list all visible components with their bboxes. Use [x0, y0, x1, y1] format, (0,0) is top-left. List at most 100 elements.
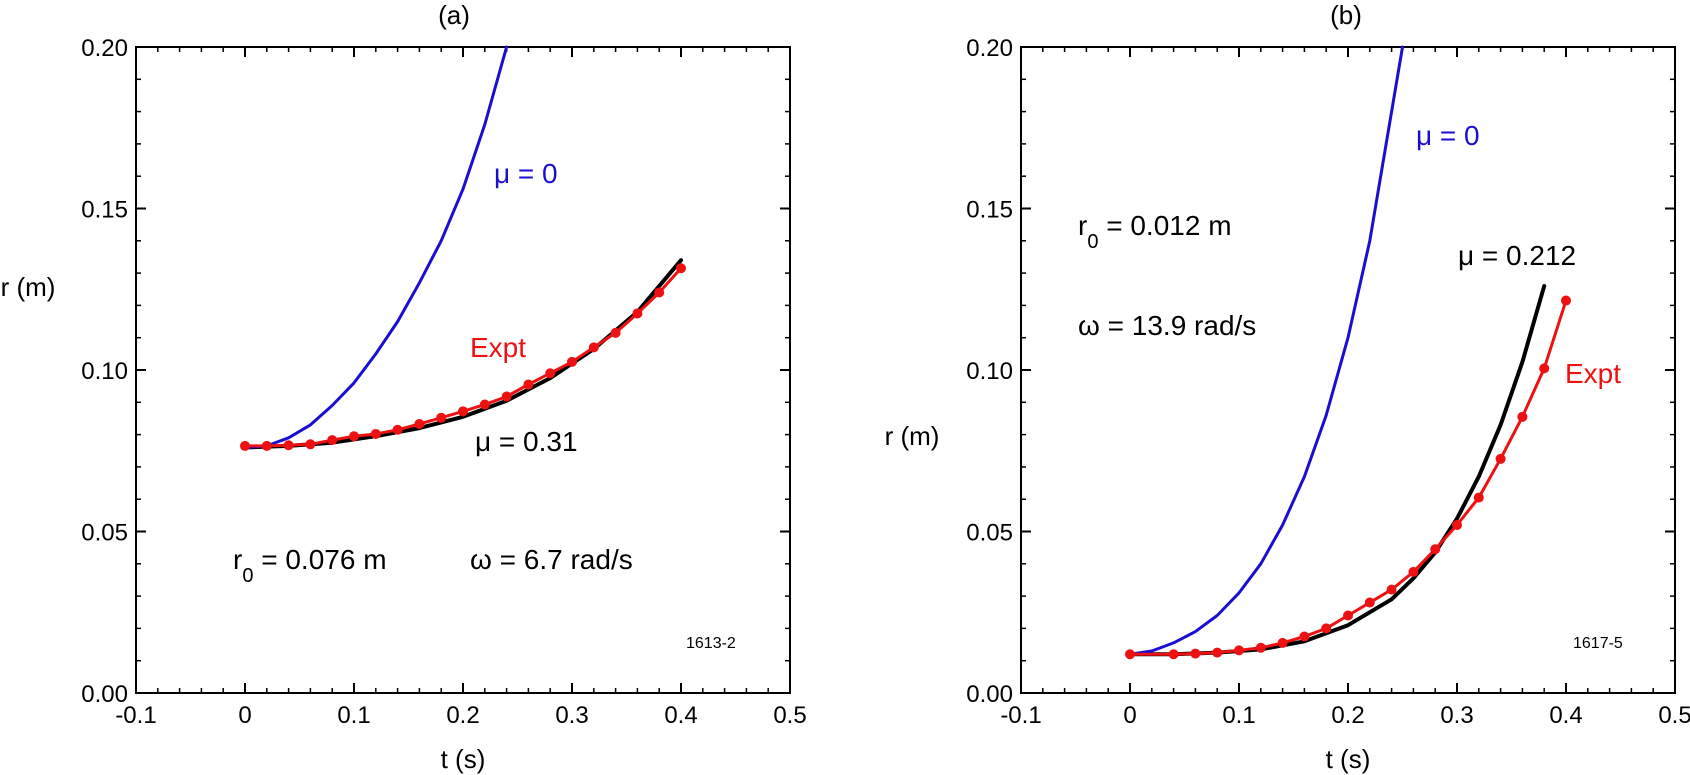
data-point-expt — [1168, 649, 1179, 660]
annotation-expt: Expt — [1565, 358, 1621, 389]
x-tick-label: 0.3 — [555, 702, 588, 729]
annotation-mu-zero: μ = 0 — [494, 158, 558, 189]
tick-labels: -0.1 0 0.1 0.2 0.3 0.4 0.5 0.00 0.05 0.10 0.15 0.20 — [966, 35, 1690, 729]
x-tick-label: 0.4 — [664, 702, 697, 729]
series-line-fit — [1128, 284, 1547, 657]
data-point-expt — [1386, 584, 1397, 595]
data-point-expt — [370, 428, 381, 439]
x-tick-label: 0 — [1123, 702, 1136, 729]
data-point-expt — [1517, 411, 1528, 422]
y-tick-label: 0.05 — [81, 520, 128, 547]
ticks — [1020, 46, 1676, 694]
annotation-omega: ω = 6.7 rad/s — [470, 544, 633, 575]
series-line-expt — [1128, 299, 1568, 656]
y-tick-label: 0.10 — [966, 358, 1013, 385]
data-point-expt — [261, 440, 272, 451]
data-point-expt — [327, 435, 338, 446]
annotation-mu-fit: μ = 0.31 — [475, 426, 578, 457]
x-tick-label: 0 — [238, 702, 251, 729]
data-point-expt — [588, 342, 599, 353]
x-tick-label: 0.5 — [773, 702, 806, 729]
annotation-mu-fit: μ = 0.212 — [1458, 240, 1576, 271]
data-point-expt — [610, 327, 621, 338]
plot-frame — [135, 46, 791, 694]
data-point-expt — [1473, 492, 1484, 503]
y-tick-label: 0.15 — [81, 197, 128, 224]
x-tick-label: 0.1 — [337, 702, 370, 729]
data-point-expt — [676, 263, 686, 274]
panel-a: (a) -0.1 0 0.1 0.2 0.3 0.4 0.5 0.00 0.05 0.10 0.15… — [1, 0, 807, 774]
x-tick-label: 0.2 — [446, 702, 479, 729]
data-point-expt — [349, 431, 359, 442]
data-point-expt — [1190, 648, 1201, 659]
data-point-expt — [632, 308, 643, 319]
data-point-expt — [1343, 610, 1353, 621]
r0-subscript: 0 — [1087, 231, 1098, 253]
data-point-expt — [523, 379, 534, 390]
data-point-expt — [436, 412, 447, 423]
data-point-expt — [1299, 631, 1310, 642]
annotation-omega: ω = 13.9 rad/s — [1078, 310, 1256, 341]
data-point-expt — [479, 399, 490, 410]
x-tick-label: 0.1 — [1222, 702, 1255, 729]
x-axis-label: t (s) — [441, 744, 486, 774]
y-tick-label: 0.10 — [81, 358, 128, 385]
panel-b: (b) -0.1 0 0.1 0.2 0.3 0.4 0.5 0.00 0.05 0.10 0.15… — [885, 0, 1690, 774]
series-line-mu-zero — [243, 45, 509, 449]
y-axis-label: r (m) — [1, 272, 56, 302]
data-point-expt — [414, 418, 425, 429]
series-line-mu-zero — [1128, 45, 1404, 656]
x-tick-label: 0.4 — [1549, 702, 1582, 729]
tick-labels: -0.1 0 0.1 0.2 0.3 0.4 0.5 0.00 0.05 0.10 0.15 0.20 — [81, 35, 806, 729]
data-point-expt — [283, 440, 294, 451]
r0-value: = 0.076 m — [253, 544, 386, 575]
x-tick-label: 0.3 — [1440, 702, 1473, 729]
annotation-r0: r0 = 0.012 m — [1078, 210, 1232, 253]
series-layer — [1125, 45, 1571, 660]
ticks — [135, 46, 791, 694]
y-tick-label: 0.20 — [966, 35, 1013, 62]
data-point-expt — [1495, 453, 1506, 464]
x-axis-label: t (s) — [1326, 744, 1371, 774]
series-line-expt — [243, 266, 683, 448]
r0-value: = 0.012 m — [1098, 210, 1231, 241]
y-tick-label: 0.00 — [966, 681, 1013, 708]
data-point-expt — [1452, 520, 1462, 531]
annotation-expt: Expt — [470, 332, 526, 363]
data-point-expt — [1408, 566, 1419, 577]
data-point-expt — [1561, 295, 1571, 306]
series-layer — [240, 45, 686, 451]
data-point-expt — [545, 368, 556, 379]
data-point-expt — [1430, 544, 1441, 555]
data-point-expt — [654, 287, 665, 298]
figure-code: 1613-2 — [686, 635, 736, 652]
y-axis-label: r (m) — [885, 421, 940, 451]
annotation-mu-zero: μ = 0 — [1416, 120, 1480, 151]
data-point-expt — [567, 356, 577, 367]
y-tick-label: 0.15 — [966, 197, 1013, 224]
figure-code: 1617-5 — [1573, 635, 1623, 652]
data-point-expt — [1277, 637, 1288, 648]
data-point-expt — [1234, 645, 1244, 656]
data-point-expt — [1321, 623, 1332, 634]
data-point-expt — [458, 406, 468, 417]
annotation-r0: r0 = 0.076 m — [233, 544, 387, 587]
x-tick-label: 0.5 — [1658, 702, 1690, 729]
r0-symbol: r — [1078, 210, 1087, 241]
r0-symbol: r — [233, 544, 242, 575]
y-tick-label: 0.05 — [966, 520, 1013, 547]
data-point-expt — [1255, 642, 1266, 653]
data-point-expt — [1125, 649, 1135, 660]
x-tick-label: -0.1 — [1000, 702, 1041, 729]
data-point-expt — [392, 424, 403, 435]
r0-subscript: 0 — [242, 565, 253, 587]
data-point-expt — [1212, 647, 1223, 658]
data-point-expt — [501, 391, 512, 402]
x-tick-label: -0.1 — [115, 702, 156, 729]
panel-label: (a) — [438, 0, 470, 30]
x-tick-label: 0.2 — [1331, 702, 1364, 729]
y-tick-label: 0.00 — [81, 681, 128, 708]
y-tick-label: 0.20 — [81, 35, 128, 62]
data-point-expt — [1539, 363, 1550, 374]
